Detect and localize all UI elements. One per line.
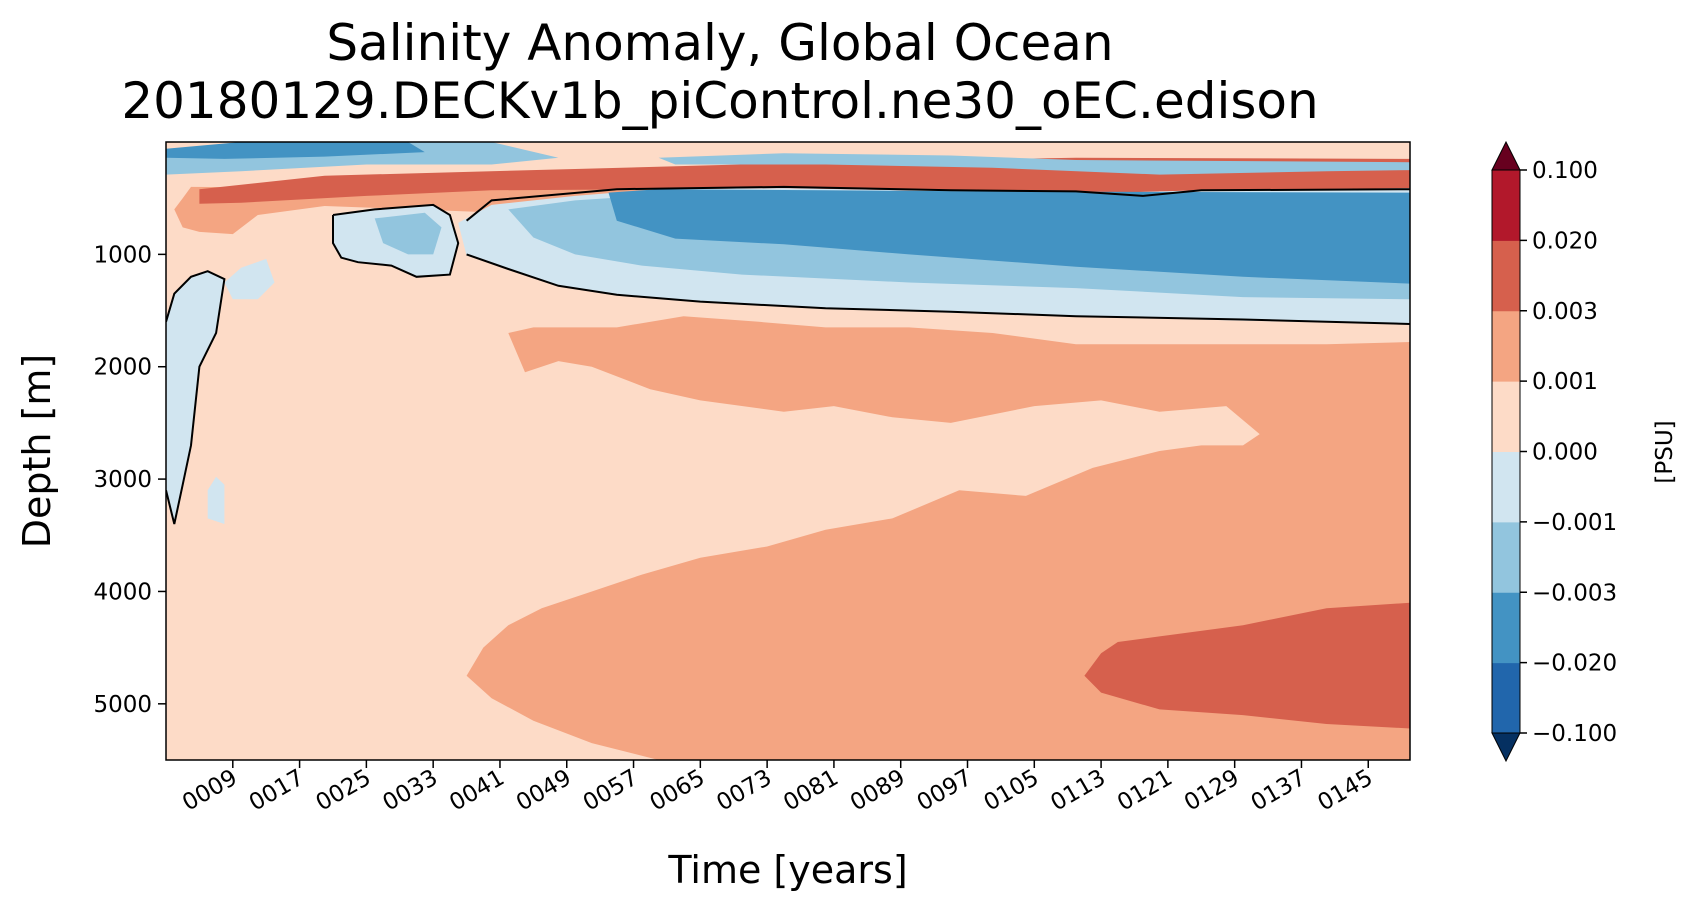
x-tick-label: 0057 bbox=[579, 765, 643, 817]
x-tick-label: 0025 bbox=[312, 765, 376, 817]
x-tick-label: 0041 bbox=[445, 765, 509, 817]
colorbar-extend-min bbox=[1491, 732, 1521, 763]
x-tick-label: 0017 bbox=[245, 765, 309, 817]
x-tick-label: 0081 bbox=[779, 765, 843, 817]
x-tick-label: 0065 bbox=[646, 765, 710, 817]
y-tick-label: 3000 bbox=[93, 467, 152, 493]
x-tick-label: 0073 bbox=[712, 765, 776, 817]
x-tick-label: 0049 bbox=[512, 765, 576, 817]
colorbar-segment bbox=[1492, 170, 1520, 241]
contour-deep bbox=[466, 253, 1410, 325]
x-tick-label: 0145 bbox=[1314, 765, 1378, 817]
x-tick-label: 0129 bbox=[1180, 765, 1244, 817]
region-core-negative bbox=[608, 189, 1410, 284]
colorbar-tick-label: −0.001 bbox=[1532, 510, 1617, 536]
region-patch-neg-b bbox=[374, 212, 442, 255]
y-tick-label: 2000 bbox=[93, 355, 152, 381]
x-tick-label: 0121 bbox=[1113, 765, 1177, 817]
contour-main bbox=[465, 185, 1410, 222]
contour-patch bbox=[332, 203, 460, 278]
colorbar-segment bbox=[1492, 310, 1520, 382]
y-tick-label: 1000 bbox=[93, 242, 152, 268]
colorbar-tick-label: −0.020 bbox=[1532, 651, 1617, 677]
plot-frame bbox=[165, 141, 1411, 761]
region-top-blue-2 bbox=[166, 142, 425, 159]
region-left-neg-b bbox=[224, 258, 275, 300]
region-top-blue-3 bbox=[658, 153, 1410, 175]
y-tick-label: 4000 bbox=[93, 579, 152, 605]
y-ticks: 1000 2000 3000 4000 5000 bbox=[93, 242, 166, 718]
x-tick-label: 0113 bbox=[1046, 765, 1110, 817]
colorbar-tick-label: 0.000 bbox=[1532, 440, 1598, 466]
colorbar-tick-label: 0.020 bbox=[1532, 228, 1598, 254]
colorbar-tick-label: −0.100 bbox=[1532, 721, 1617, 747]
x-tick-label: 0137 bbox=[1247, 765, 1311, 817]
x-tick-label: 0033 bbox=[378, 765, 442, 817]
x-ticks: 0009 0017 0025 0033 0041 0049 0057 0065 0073 0081… bbox=[178, 760, 1377, 816]
y-tick-label: 5000 bbox=[93, 692, 152, 718]
colorbar-segment bbox=[1492, 592, 1520, 664]
colorbar-segment bbox=[1492, 521, 1520, 593]
contour-left bbox=[166, 270, 226, 525]
colorbar-segment bbox=[1492, 381, 1520, 452]
colorbar-tick-label: 0.100 bbox=[1532, 158, 1598, 184]
colorbar-segment bbox=[1492, 240, 1520, 312]
x-axis-label: Time [years] bbox=[667, 848, 907, 892]
regions-layer bbox=[166, 142, 1410, 760]
x-tick-label: 0089 bbox=[846, 765, 910, 817]
x-tick-label: 0097 bbox=[913, 765, 977, 817]
y-axis-label: Depth [m] bbox=[15, 354, 59, 549]
region-left-neg-c bbox=[207, 476, 225, 524]
chart-title-line1: Salinity Anomaly, Global Ocean bbox=[326, 14, 1113, 72]
colorbar-segment bbox=[1492, 451, 1520, 523]
colorbar-tick-label: 0.003 bbox=[1532, 299, 1598, 325]
colorbar-tick-label: −0.003 bbox=[1532, 580, 1617, 606]
contours-layer bbox=[166, 185, 1410, 525]
chart-title-line2: 20180129.DECKv1b_piControl.ne30_oEC.edis… bbox=[121, 72, 1318, 130]
colorbar-segment bbox=[1492, 662, 1520, 734]
colorbar: −0.100 −0.020 −0.003 −0.001 0.000 0.001 0.003 0… bbox=[1491, 140, 1617, 763]
x-tick-label: 0105 bbox=[980, 765, 1044, 817]
x-tick-label: 0009 bbox=[178, 765, 242, 817]
colorbar-label: [PSU] bbox=[1652, 420, 1678, 483]
colorbar-tick-label: 0.001 bbox=[1532, 369, 1598, 395]
colorbar-extend-max bbox=[1491, 140, 1521, 171]
region-abyssal-strong bbox=[1084, 602, 1410, 729]
